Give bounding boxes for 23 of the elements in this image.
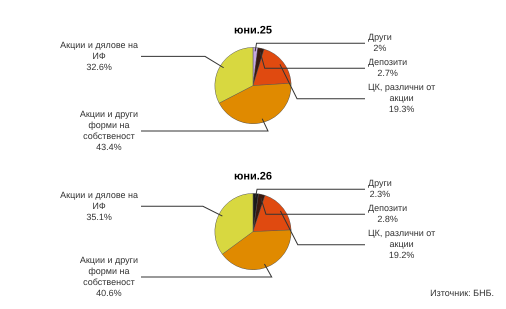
data-label: 40.6% [96,288,122,298]
slice-label: Други [368,32,392,42]
chart-title: юни.25 [234,24,272,37]
data-label: 32.6% [86,62,112,72]
data-label: 2.8% [377,214,398,224]
slice-label: Акции и други форми на собственост [80,108,138,141]
data-label: 43.4% [96,142,122,152]
slice-label: ЦК, различни от акции [368,82,436,104]
chart-title: юни.26 [234,170,272,183]
slice-label: Други [368,178,392,188]
data-label: 2.7% [377,68,398,78]
data-label: 2.3% [370,189,390,200]
slice-label: Акции и дялове на ИФ [60,40,138,61]
data-label: 2% [373,43,386,54]
slice-label: Акции и други форми на собственост [80,254,138,287]
slice-label: Акции и дялове на ИФ [60,190,138,211]
data-label: 35.1% [86,212,112,222]
text: Източник: БНБ. [430,288,494,298]
data-label: 19.2% [388,250,414,260]
slice-label: Депозити [368,57,408,68]
slice-label: Депозити [368,203,408,214]
slice-label: ЦК, различни от акции [368,228,436,250]
data-label: 19.3% [388,104,414,114]
